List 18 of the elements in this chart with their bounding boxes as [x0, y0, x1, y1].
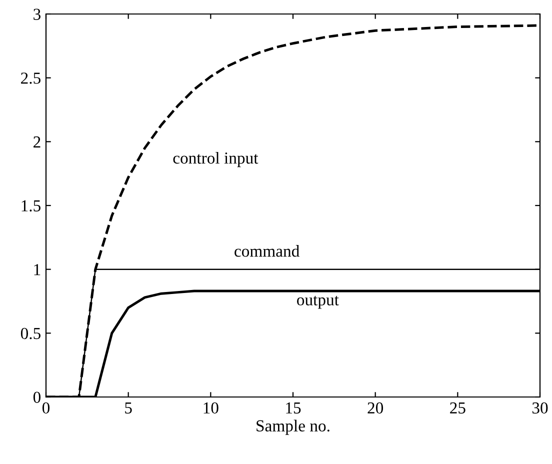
y-tick-label: 0.5: [20, 328, 40, 340]
x-tick-label: 0: [42, 402, 50, 414]
x-axis-title: Sample no.: [256, 420, 330, 435]
y-tick-label: 0: [33, 392, 41, 403]
x-tick-label: 10: [204, 402, 218, 414]
x-tick-label: 5: [125, 402, 132, 414]
y-tick-label: 1: [34, 264, 40, 276]
y-tick-label: 1.5: [22, 200, 40, 212]
x-tick-label: 20: [368, 402, 384, 414]
y-tick-label: 3: [34, 8, 40, 20]
x-tick-label: 15: [286, 402, 301, 414]
series-label: control input: [173, 152, 258, 168]
y-tick-label: 2: [34, 136, 40, 148]
y-tick-label: 2.5: [21, 72, 40, 84]
series-label: output: [297, 296, 339, 309]
x-tick-label: 25: [450, 402, 466, 414]
series-label: command: [234, 245, 300, 257]
x-tick-label: 30: [532, 402, 548, 414]
